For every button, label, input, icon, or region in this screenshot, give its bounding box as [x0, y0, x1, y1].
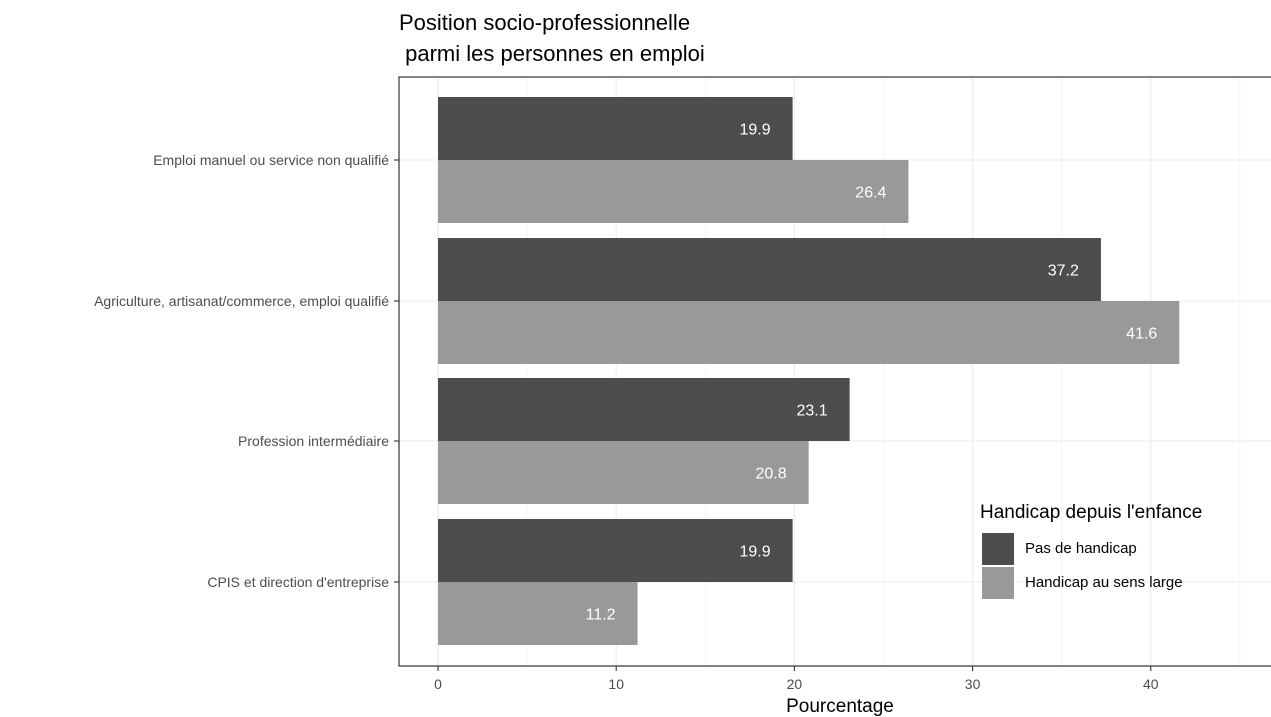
bar [438, 519, 793, 582]
bar [438, 238, 1101, 301]
bar-value-label: 20.8 [756, 466, 787, 483]
bar [438, 441, 809, 504]
legend-label: Handicap au sens large [1025, 574, 1183, 591]
y-tick-label: Emploi manuel ou service non qualifié [153, 152, 389, 168]
y-tick-label: CPIS et direction d'entreprise [207, 574, 389, 590]
legend: Handicap depuis l'enfance Pas de handica… [980, 502, 1202, 599]
chart-title-line1: Position socio-professionnelle [399, 10, 690, 35]
bar-value-label: 23.1 [797, 403, 828, 420]
x-tick-label: 30 [965, 676, 981, 692]
y-tick-label: Agriculture, artisanat/commerce, emploi … [94, 293, 389, 309]
bars: 19.9 26.4 37.2 41.6 23.1 20.8 19.9 11.2 [438, 97, 1180, 645]
y-tick-label: Profession intermédiaire [238, 433, 389, 449]
y-axis: Emploi manuel ou service non qualifié Agr… [94, 152, 399, 590]
x-axis: 0 10 20 30 40 [434, 666, 1159, 692]
bar-value-label: 11.2 [586, 607, 616, 624]
x-tick-label: 10 [608, 676, 624, 692]
chart-title-line2: parmi les personnes en emploi [399, 41, 705, 66]
legend-key [982, 567, 1014, 599]
legend-label: Pas de handicap [1025, 540, 1137, 557]
legend-title: Handicap depuis l'enfance [980, 502, 1202, 523]
bar-value-label: 26.4 [855, 185, 886, 202]
bar [438, 301, 1180, 364]
x-axis-label: Pourcentage [786, 696, 894, 717]
bar-value-label: 19.9 [739, 544, 770, 561]
bar-value-label: 37.2 [1048, 263, 1079, 280]
bar [438, 378, 850, 441]
bar-value-label: 41.6 [1126, 326, 1157, 343]
x-tick-label: 20 [787, 676, 803, 692]
x-tick-label: 0 [434, 676, 442, 692]
panel-border [398, 76, 1271, 667]
bar-value-label: 19.9 [739, 122, 770, 139]
bar [438, 97, 793, 160]
x-tick-label: 40 [1143, 676, 1159, 692]
bar [438, 582, 638, 645]
legend-key [982, 533, 1014, 565]
bar [438, 160, 909, 223]
